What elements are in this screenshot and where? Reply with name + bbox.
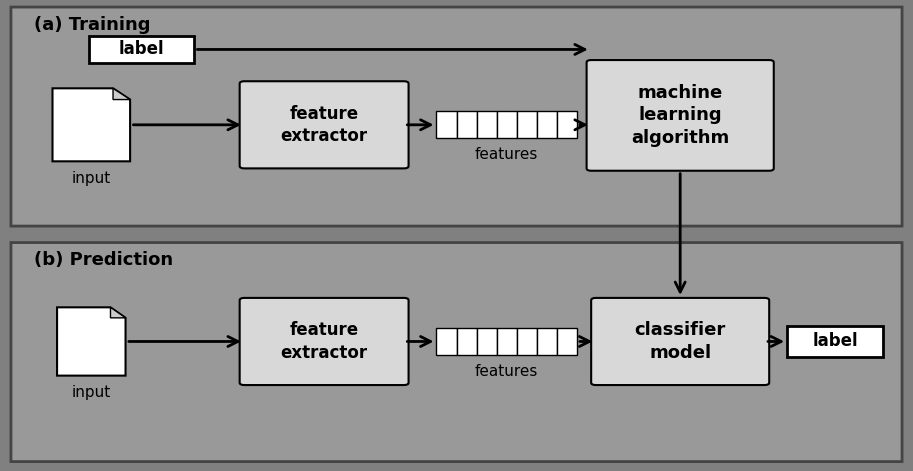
Text: feature
extractor: feature extractor	[280, 321, 368, 362]
Text: label: label	[119, 41, 164, 58]
Bar	[456, 328, 477, 355]
Bar	[477, 328, 497, 355]
Bar	[497, 111, 517, 138]
Text: (a) Training: (a) Training	[34, 16, 151, 33]
FancyBboxPatch shape	[239, 298, 408, 385]
FancyBboxPatch shape	[239, 81, 408, 169]
Text: feature
extractor: feature extractor	[280, 105, 368, 145]
Polygon shape	[52, 89, 130, 161]
Polygon shape	[113, 89, 130, 99]
Bar	[557, 328, 577, 355]
FancyBboxPatch shape	[11, 243, 902, 462]
Text: features: features	[475, 364, 539, 379]
FancyBboxPatch shape	[11, 7, 902, 226]
Bar	[497, 328, 517, 355]
Text: input: input	[72, 171, 110, 186]
Text: label: label	[813, 333, 858, 350]
Text: input: input	[72, 385, 110, 400]
FancyBboxPatch shape	[591, 298, 769, 385]
Polygon shape	[110, 307, 125, 318]
Text: classifier
model: classifier model	[635, 321, 726, 362]
Bar	[517, 111, 537, 138]
Bar	[517, 328, 537, 355]
Bar	[477, 111, 497, 138]
Text: machine
learning
algorithm: machine learning algorithm	[631, 84, 729, 146]
Bar	[436, 111, 456, 138]
Text: (b) Prediction: (b) Prediction	[34, 251, 173, 269]
Bar	[557, 111, 577, 138]
Bar	[537, 328, 557, 355]
Bar	[787, 326, 883, 357]
Text: features: features	[475, 147, 539, 162]
Bar	[456, 111, 477, 138]
Bar	[537, 111, 557, 138]
Polygon shape	[57, 307, 125, 376]
Bar	[436, 328, 456, 355]
FancyBboxPatch shape	[586, 60, 773, 171]
Bar	[89, 36, 194, 63]
